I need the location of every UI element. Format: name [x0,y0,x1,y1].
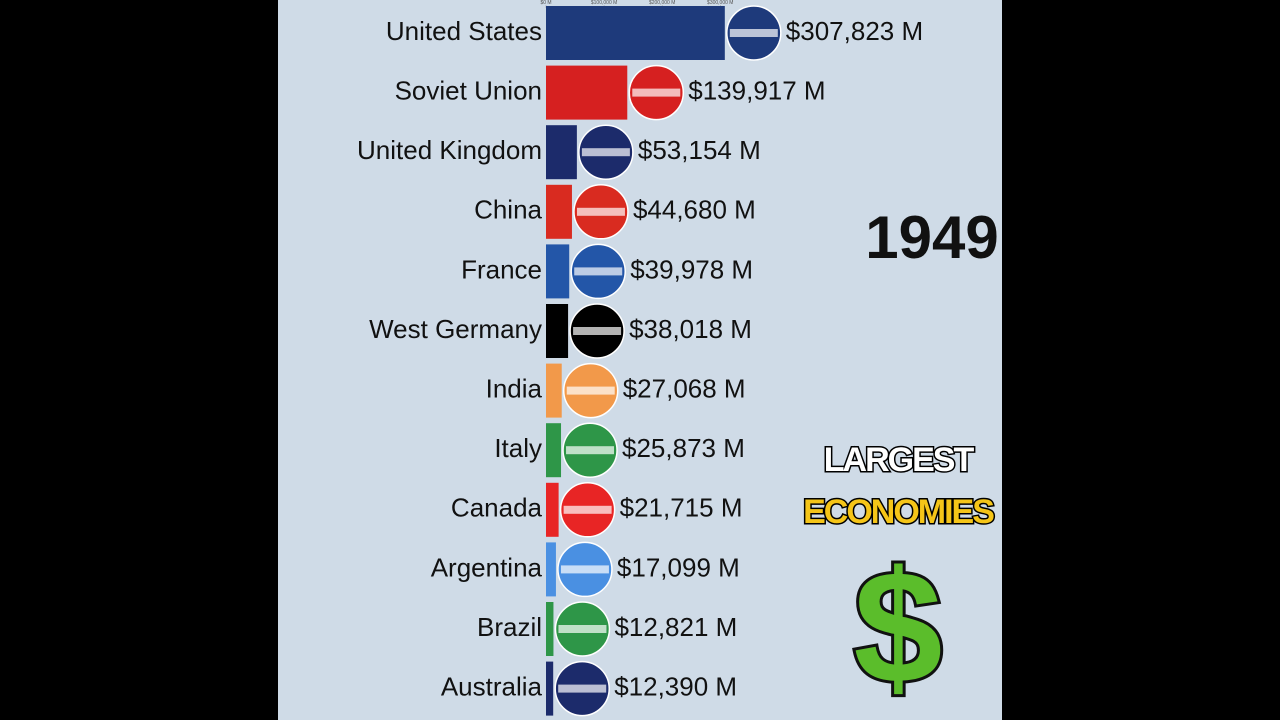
flag-stripe [574,267,623,276]
flag-stripe [729,29,778,37]
bar [546,363,562,418]
category-label: Soviet Union [395,75,542,105]
bar [546,661,554,716]
bar [546,602,554,656]
category-label: United States [386,16,542,46]
category-label: Australia [441,671,543,701]
category-label: Argentina [431,552,543,582]
category-label: West Germany [369,314,542,344]
flag-stripe [563,505,612,514]
category-label: United Kingdom [357,135,542,165]
category-label: India [486,373,543,403]
flag-stripe [566,386,615,395]
value-label: $27,068 M [623,373,746,403]
flag-stripe [558,625,607,633]
value-label: $44,680 M [633,195,756,225]
value-label: $38,018 M [629,314,752,344]
bar [546,6,725,60]
value-label: $12,390 M [614,671,737,701]
bar [546,304,569,358]
x-tick-label: $100,000 M [591,0,617,6]
panel [278,0,1002,720]
value-label: $139,917 M [688,75,825,105]
value-label: $17,099 M [617,552,740,582]
flag-stripe [581,148,630,157]
bar [546,244,570,299]
flag-stripe [566,446,615,455]
flag-stripe [573,327,622,335]
value-label: $307,823 M [786,16,923,46]
x-tick-label: $300,000 M [707,0,733,6]
bar [546,184,572,239]
bar [546,542,556,597]
category-label: China [474,195,542,225]
bar [546,125,577,180]
x-tick-label: $0 M [540,0,551,6]
bar [546,65,628,120]
value-label: $12,821 M [614,612,737,642]
flag-stripe [576,207,625,216]
value-label: $39,978 M [630,254,753,284]
value-label: $25,873 M [622,433,745,463]
flag-stripe [558,684,607,693]
category-label: France [461,254,542,284]
flag-stripe [560,565,609,574]
category-label: Italy [494,433,542,463]
value-label: $53,154 M [638,135,761,165]
bar [546,482,559,537]
dollar-symbol: $ [854,537,943,716]
category-label: Brazil [477,612,542,642]
value-label: $21,715 M [620,493,743,523]
bar [546,423,562,478]
headline: LARGEST [824,441,975,479]
year-label: 1949 [865,204,998,271]
flag-stripe [632,88,681,97]
headline: ECONOMIES [803,493,994,531]
x-tick-label: $200,000 M [649,0,675,6]
category-label: Canada [451,493,543,523]
